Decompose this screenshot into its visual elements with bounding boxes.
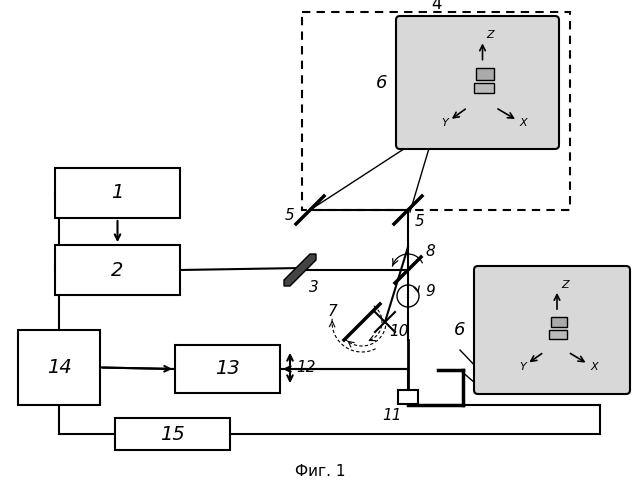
Text: 4: 4 (431, 0, 441, 13)
Bar (549, 330, 567, 339)
FancyBboxPatch shape (474, 266, 630, 394)
Text: 5: 5 (285, 209, 295, 224)
FancyBboxPatch shape (396, 16, 559, 149)
Text: 12: 12 (296, 361, 316, 376)
Text: 2: 2 (111, 260, 124, 279)
Text: 9: 9 (425, 285, 435, 300)
Bar (476, 67, 493, 79)
Text: 14: 14 (47, 358, 72, 377)
Bar (398, 390, 418, 404)
Bar (55, 245, 180, 295)
Text: 11: 11 (382, 408, 402, 423)
Text: 7: 7 (327, 304, 337, 319)
Text: X: X (590, 362, 598, 372)
Bar (18, 330, 100, 405)
Bar (175, 345, 280, 393)
Bar (551, 317, 567, 327)
Text: Y: Y (519, 362, 525, 372)
Text: 1: 1 (111, 183, 124, 202)
Text: 6: 6 (376, 74, 388, 91)
Polygon shape (284, 254, 316, 286)
Text: 3: 3 (309, 281, 319, 296)
Text: X: X (520, 119, 527, 128)
Text: 15: 15 (160, 424, 185, 443)
Text: Z: Z (486, 30, 494, 41)
Text: Y: Y (442, 119, 448, 128)
Text: Z: Z (561, 280, 568, 290)
Text: 6: 6 (454, 321, 466, 339)
Text: 10: 10 (389, 324, 409, 339)
Text: Фиг. 1: Фиг. 1 (295, 465, 345, 480)
Bar (302, 12, 570, 210)
Text: 5: 5 (415, 214, 425, 229)
Text: 8: 8 (425, 244, 435, 259)
Bar (115, 418, 230, 450)
Text: 13: 13 (215, 360, 240, 378)
Bar (474, 82, 493, 92)
Bar (55, 168, 180, 218)
